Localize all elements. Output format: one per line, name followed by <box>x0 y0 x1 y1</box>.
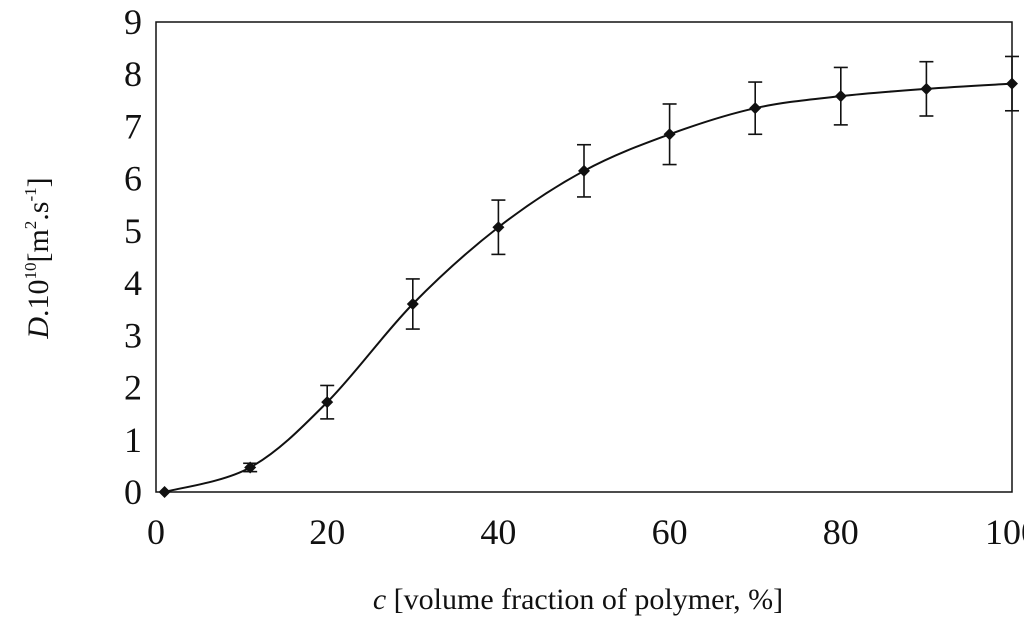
data-markers <box>158 77 1018 498</box>
x-axis-title: c [volume fraction of polymer, %] <box>373 583 783 616</box>
plot-area-frame <box>155 21 1013 493</box>
data-point <box>321 396 334 409</box>
x-tick-label: 40 <box>480 512 516 552</box>
y-tick-label: 8 <box>124 54 142 94</box>
x-tick-label: 20 <box>309 512 345 552</box>
data-point <box>492 221 505 234</box>
data-point <box>578 164 590 177</box>
data-point <box>158 486 171 498</box>
data-point <box>406 298 419 310</box>
y-tick-label: 9 <box>124 2 142 42</box>
data-point <box>834 90 847 103</box>
y-tick-label: 3 <box>124 315 142 355</box>
y-tick-label: 4 <box>124 263 142 303</box>
x-axis: 0 20 40 60 80 100 <box>147 512 1024 552</box>
y-tick-label: 7 <box>124 106 142 146</box>
x-tick-label: 80 <box>823 512 859 552</box>
y-tick-label: 6 <box>124 159 142 199</box>
y-axis-title: D.1010[m2.s-1] <box>21 177 55 339</box>
y-tick-label: 1 <box>124 420 142 460</box>
data-point <box>920 82 933 95</box>
data-point <box>749 102 762 115</box>
y-axis: 0 1 2 3 4 5 6 7 8 9 <box>124 2 142 512</box>
error-bars <box>243 55 1019 473</box>
y-tick-label: 5 <box>124 211 142 251</box>
x-tick-label: 60 <box>652 512 688 552</box>
data-point <box>1006 77 1018 90</box>
series-line <box>164 82 1013 493</box>
x-tick-label: 100 <box>985 512 1024 552</box>
y-tick-label: 0 <box>124 472 142 512</box>
data-point <box>663 128 676 141</box>
y-tick-label: 2 <box>124 368 142 408</box>
x-tick-label: 0 <box>147 512 165 552</box>
data-point <box>244 461 257 474</box>
